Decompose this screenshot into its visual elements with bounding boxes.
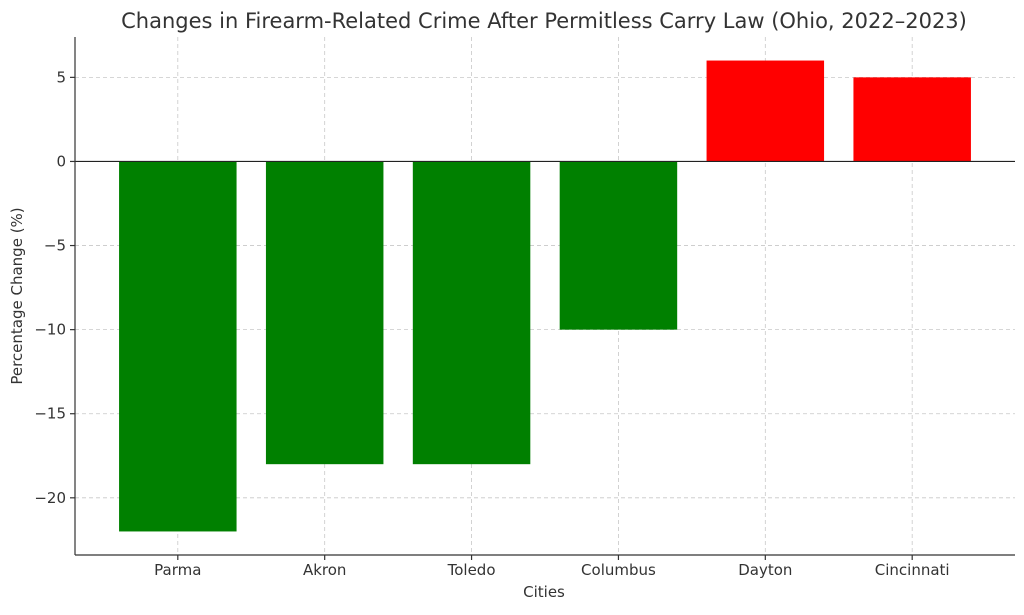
bar-columbus <box>559 161 678 330</box>
y-tick-label: −10 <box>34 321 66 339</box>
ticks-layer: 5 0 −5 −10 −15 −20 Parma Akron Toledo Columbus Day… <box>34 68 949 579</box>
x-tick-label: Parma <box>154 561 201 579</box>
axes-layer <box>74 37 1015 556</box>
x-tick-label: Dayton <box>738 561 792 579</box>
y-tick-label: 0 <box>56 152 66 170</box>
chart-title: Changes in Firearm-Related Crime After P… <box>121 9 967 33</box>
x-axis-label: Cities <box>523 583 565 601</box>
x-tick-label: Toledo <box>447 561 496 579</box>
y-tick-label: −20 <box>34 489 66 507</box>
bars-layer <box>119 60 971 532</box>
x-tick-label: Cincinnati <box>875 561 950 579</box>
bar-dayton <box>706 60 825 162</box>
y-tick-label: −15 <box>34 405 66 423</box>
bar-cincinnati <box>853 77 971 162</box>
y-tick-label: 5 <box>56 68 66 86</box>
y-tick-label: −5 <box>44 237 66 255</box>
bar-akron <box>265 161 384 465</box>
bar-parma <box>119 161 237 532</box>
y-axis-label: Percentage Change (%) <box>8 207 26 384</box>
x-tick-label: Columbus <box>581 561 656 579</box>
x-tick-label: Akron <box>303 561 346 579</box>
bar-toledo <box>412 161 531 465</box>
